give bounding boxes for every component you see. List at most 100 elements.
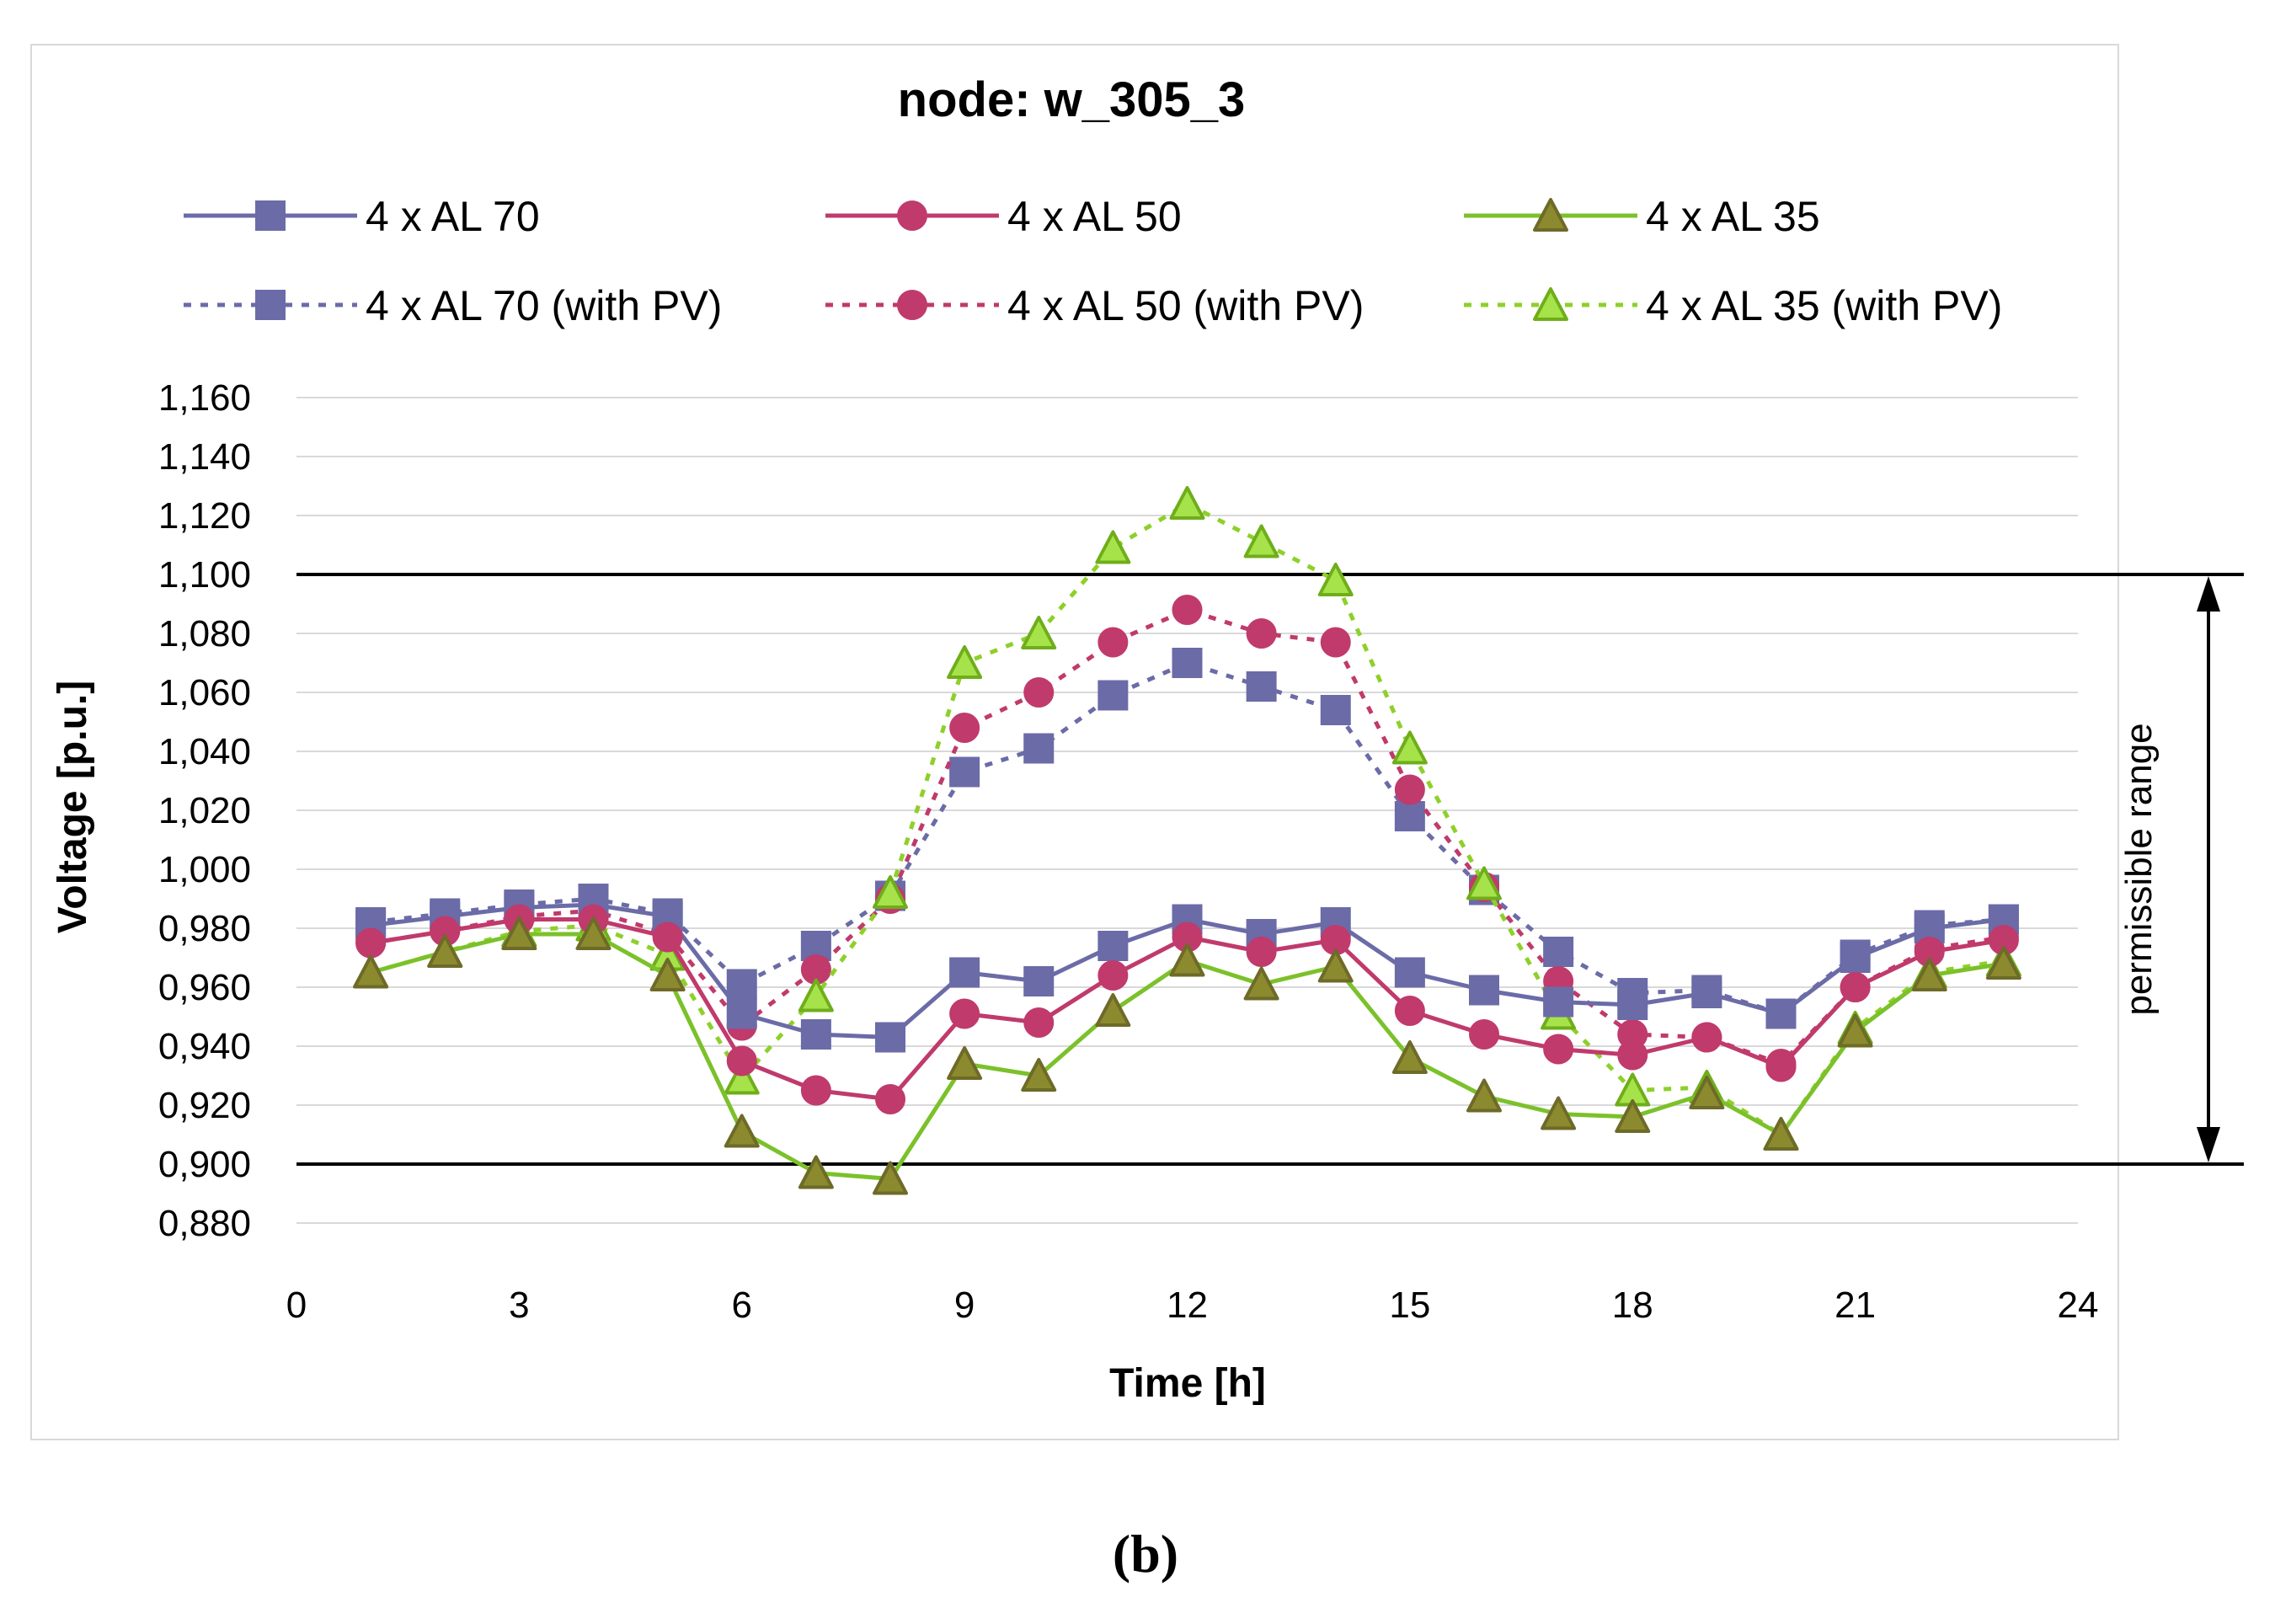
data-point bbox=[949, 756, 980, 788]
data-point bbox=[949, 957, 980, 988]
data-point bbox=[575, 916, 611, 950]
data-point bbox=[1765, 998, 1797, 1029]
data-point bbox=[1243, 524, 1279, 558]
data-point bbox=[1543, 1034, 1574, 1065]
data-point bbox=[649, 958, 686, 991]
data-point bbox=[873, 875, 908, 909]
data-point bbox=[1097, 627, 1129, 658]
data-point bbox=[1246, 618, 1277, 649]
x-tick-label: 18 bbox=[1612, 1285, 1653, 1326]
data-point bbox=[1317, 948, 1354, 983]
legend-label: 4 x AL 50 bbox=[1007, 193, 1182, 240]
range-arrow-head-up bbox=[2197, 576, 2220, 612]
y-tick-label: 0,900 bbox=[158, 1144, 251, 1185]
data-point bbox=[1543, 986, 1574, 1018]
data-point bbox=[1023, 733, 1055, 764]
x-axis-title: Time [h] bbox=[1109, 1361, 1266, 1406]
data-point bbox=[873, 1161, 908, 1195]
data-point bbox=[1763, 1117, 1799, 1151]
series-line bbox=[370, 501, 2005, 1137]
data-point bbox=[1320, 695, 1351, 725]
data-point bbox=[1023, 1007, 1055, 1038]
data-point bbox=[1246, 671, 1277, 702]
x-tick-label: 15 bbox=[1389, 1285, 1430, 1326]
data-point bbox=[800, 1075, 831, 1106]
data-point bbox=[798, 1155, 834, 1189]
data-point bbox=[1097, 960, 1129, 991]
legend-item: 4 x AL 50 (with PV) bbox=[825, 282, 1364, 329]
legend-swatch-marker bbox=[255, 290, 286, 320]
data-point bbox=[724, 1060, 760, 1095]
y-tick-label: 1,160 bbox=[158, 377, 251, 419]
data-point bbox=[949, 713, 980, 743]
x-tick-label: 9 bbox=[954, 1285, 975, 1326]
permissible-range-label: permissible range bbox=[2118, 723, 2160, 1015]
data-point bbox=[947, 645, 983, 679]
data-point bbox=[949, 998, 980, 1029]
data-point bbox=[501, 916, 537, 950]
legend-label: 4 x AL 35 bbox=[1646, 193, 1820, 240]
data-point bbox=[1543, 937, 1574, 967]
y-tick-label: 1,040 bbox=[158, 731, 251, 772]
data-point bbox=[1169, 486, 1205, 520]
data-point bbox=[1394, 957, 1425, 988]
legend-label: 4 x AL 35 (with PV) bbox=[1646, 282, 2002, 329]
data-point bbox=[1023, 677, 1055, 708]
data-point bbox=[1169, 943, 1205, 977]
x-tick-label: 6 bbox=[732, 1285, 752, 1326]
data-point bbox=[798, 978, 834, 1012]
legend-label: 4 x AL 70 (with PV) bbox=[366, 282, 722, 329]
y-tick-label: 0,920 bbox=[158, 1085, 251, 1126]
legend-label: 4 x AL 50 (with PV) bbox=[1007, 282, 1364, 329]
y-tick-label: 1,020 bbox=[158, 790, 251, 831]
data-point bbox=[1391, 730, 1428, 765]
data-point bbox=[1021, 616, 1057, 649]
legend-item: 4 x AL 70 bbox=[184, 193, 540, 240]
data-point bbox=[1985, 946, 2021, 980]
data-point bbox=[1243, 966, 1279, 1001]
data-point bbox=[1095, 993, 1131, 1027]
legend-item: 4 x AL 35 (with PV) bbox=[1464, 282, 2002, 329]
data-point bbox=[1691, 978, 1722, 1008]
data-point bbox=[1689, 1076, 1725, 1109]
y-tick-label: 0,960 bbox=[158, 967, 251, 1008]
data-point bbox=[1394, 996, 1425, 1026]
legend-swatch-marker bbox=[1533, 287, 1568, 321]
y-tick-label: 1,080 bbox=[158, 613, 251, 654]
legend-item: 4 x AL 50 bbox=[825, 193, 1182, 240]
data-point bbox=[1469, 1019, 1499, 1050]
data-point bbox=[1391, 1040, 1428, 1074]
y-tick-label: 0,880 bbox=[158, 1203, 251, 1244]
series-layer bbox=[353, 486, 2021, 1195]
data-point bbox=[800, 1019, 831, 1050]
data-point bbox=[1765, 1051, 1797, 1082]
permissible-range-annotation: permissible range bbox=[2118, 576, 2220, 1162]
data-point bbox=[1840, 972, 1871, 1002]
grid-layer bbox=[296, 397, 2078, 1224]
x-tick-label: 3 bbox=[509, 1285, 529, 1326]
data-point bbox=[1837, 1013, 1873, 1048]
data-point bbox=[1172, 595, 1203, 625]
data-point bbox=[947, 1046, 983, 1080]
data-point bbox=[1097, 931, 1129, 961]
series-2 bbox=[355, 904, 2019, 1114]
y-tick-label: 1,140 bbox=[158, 436, 251, 478]
range-arrow-head-down bbox=[2197, 1127, 2220, 1162]
data-point bbox=[1911, 958, 1947, 991]
data-point bbox=[1466, 866, 1502, 900]
legend: 4 x AL 70 4 x AL 50 4 x AL 35 4 x AL 70 (wi… bbox=[184, 193, 2002, 329]
axis-layer: 0,880 0,900 0,920 0,940 0,960 0,980 1,000 1,020… bbox=[158, 377, 2099, 1326]
data-point bbox=[1466, 1078, 1502, 1113]
data-point bbox=[726, 1045, 757, 1076]
data-point bbox=[1320, 627, 1351, 658]
data-point bbox=[1394, 774, 1425, 805]
data-point bbox=[427, 934, 463, 968]
y-tick-label: 1,120 bbox=[158, 495, 251, 537]
data-point bbox=[726, 998, 757, 1029]
data-point bbox=[726, 969, 757, 1000]
data-point bbox=[1691, 1022, 1722, 1053]
legend-swatch-marker bbox=[897, 290, 927, 320]
legend-swatch-marker bbox=[255, 200, 286, 231]
data-point bbox=[1023, 966, 1055, 996]
